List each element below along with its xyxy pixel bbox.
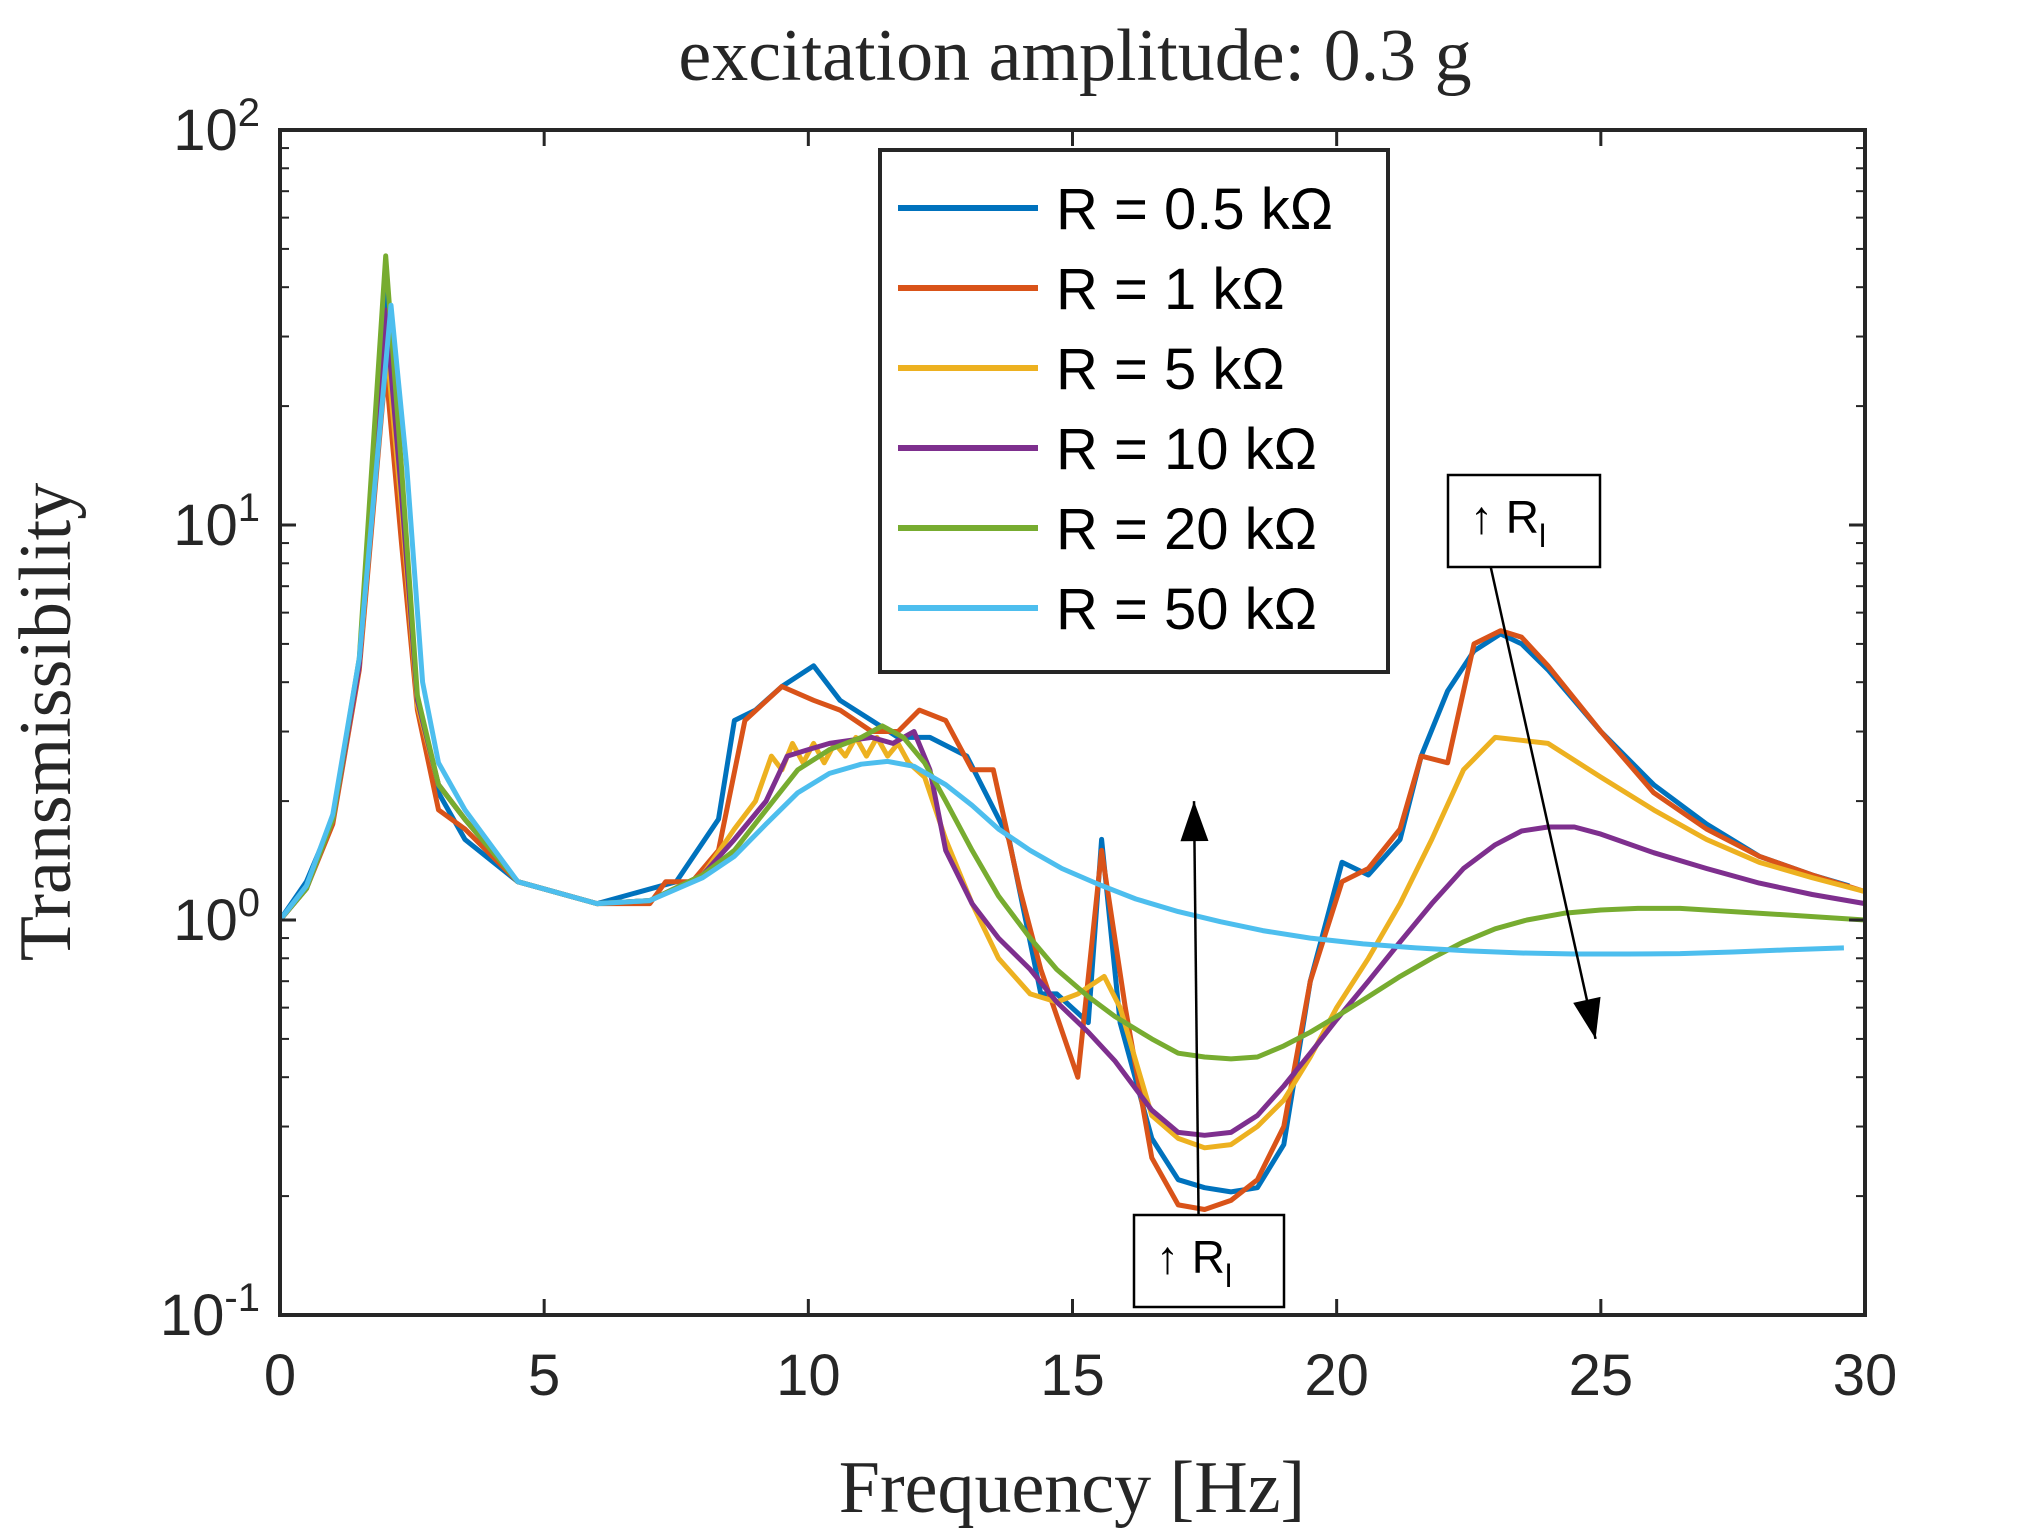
annotation-layer: ↑ Rl ↑ Rl	[1132, 473, 1602, 1309]
x-tick-label: 20	[1304, 1343, 1369, 1408]
legend-label: R = 1 kΩ	[1056, 257, 1285, 322]
chart-title: excitation amplitude: 0.3 g	[678, 15, 1471, 97]
y-tick-labels: 10-1 100 101 102	[160, 91, 260, 1348]
legend-box	[878, 148, 1390, 674]
y-tick-label: 100	[173, 881, 260, 953]
plot-area: ↑ Rl ↑ Rl	[277, 128, 1867, 1317]
annotation-arrow-shaft	[1192, 801, 1201, 1284]
series-line-5	[278, 253, 1866, 1062]
legend-label: R = 50 kΩ	[1056, 577, 1317, 642]
legend-label: R = 20 kΩ	[1056, 497, 1317, 562]
series-line-1	[277, 284, 1850, 1195]
x-tick-labels: 0 5 10 15 20 25 30	[264, 1343, 1897, 1408]
legend-label: R = 5 kΩ	[1056, 337, 1285, 402]
x-tick-label: 5	[528, 1343, 560, 1408]
y-tick-label: 102	[173, 91, 260, 163]
y-tick-label: 10-1	[160, 1276, 260, 1348]
annotation-label: ↑ Rl	[1470, 491, 1546, 554]
series-layer	[277, 253, 1866, 1212]
y-axis-label: Transmissibility	[5, 483, 87, 961]
legend-items: R = 0.5 kΩ R = 1 kΩ R = 5 kΩ R = 10 kΩ R = 2…	[898, 177, 1333, 642]
legend-label: R = 10 kΩ	[1056, 417, 1317, 482]
y-tick-label: 101	[173, 486, 260, 558]
x-tick-label: 10	[776, 1343, 841, 1408]
series-line-6	[278, 302, 1844, 957]
legend-label: R = 0.5 kΩ	[1056, 177, 1333, 242]
annotation-label: ↑ Rl	[1156, 1231, 1232, 1294]
series-line-2	[278, 365, 1866, 1212]
x-axis-label: Frequency [Hz]	[839, 1447, 1305, 1529]
tick-layer	[278, 128, 1867, 1317]
annotation-box	[1132, 1213, 1286, 1309]
annotation-arrow-head	[1573, 996, 1601, 1039]
x-tick-label: 0	[264, 1343, 296, 1408]
annotation-box	[1446, 473, 1602, 569]
annotation-arrow-shaft	[1488, 563, 1597, 1040]
legend: R = 0.5 kΩ R = 1 kΩ R = 5 kΩ R = 10 kΩ R = 2…	[878, 148, 1390, 674]
x-tick-label: 30	[1833, 1343, 1898, 1408]
annotation-arrow-head	[1180, 801, 1209, 842]
x-tick-label: 25	[1569, 1343, 1634, 1408]
x-tick-label: 15	[1040, 1343, 1105, 1408]
